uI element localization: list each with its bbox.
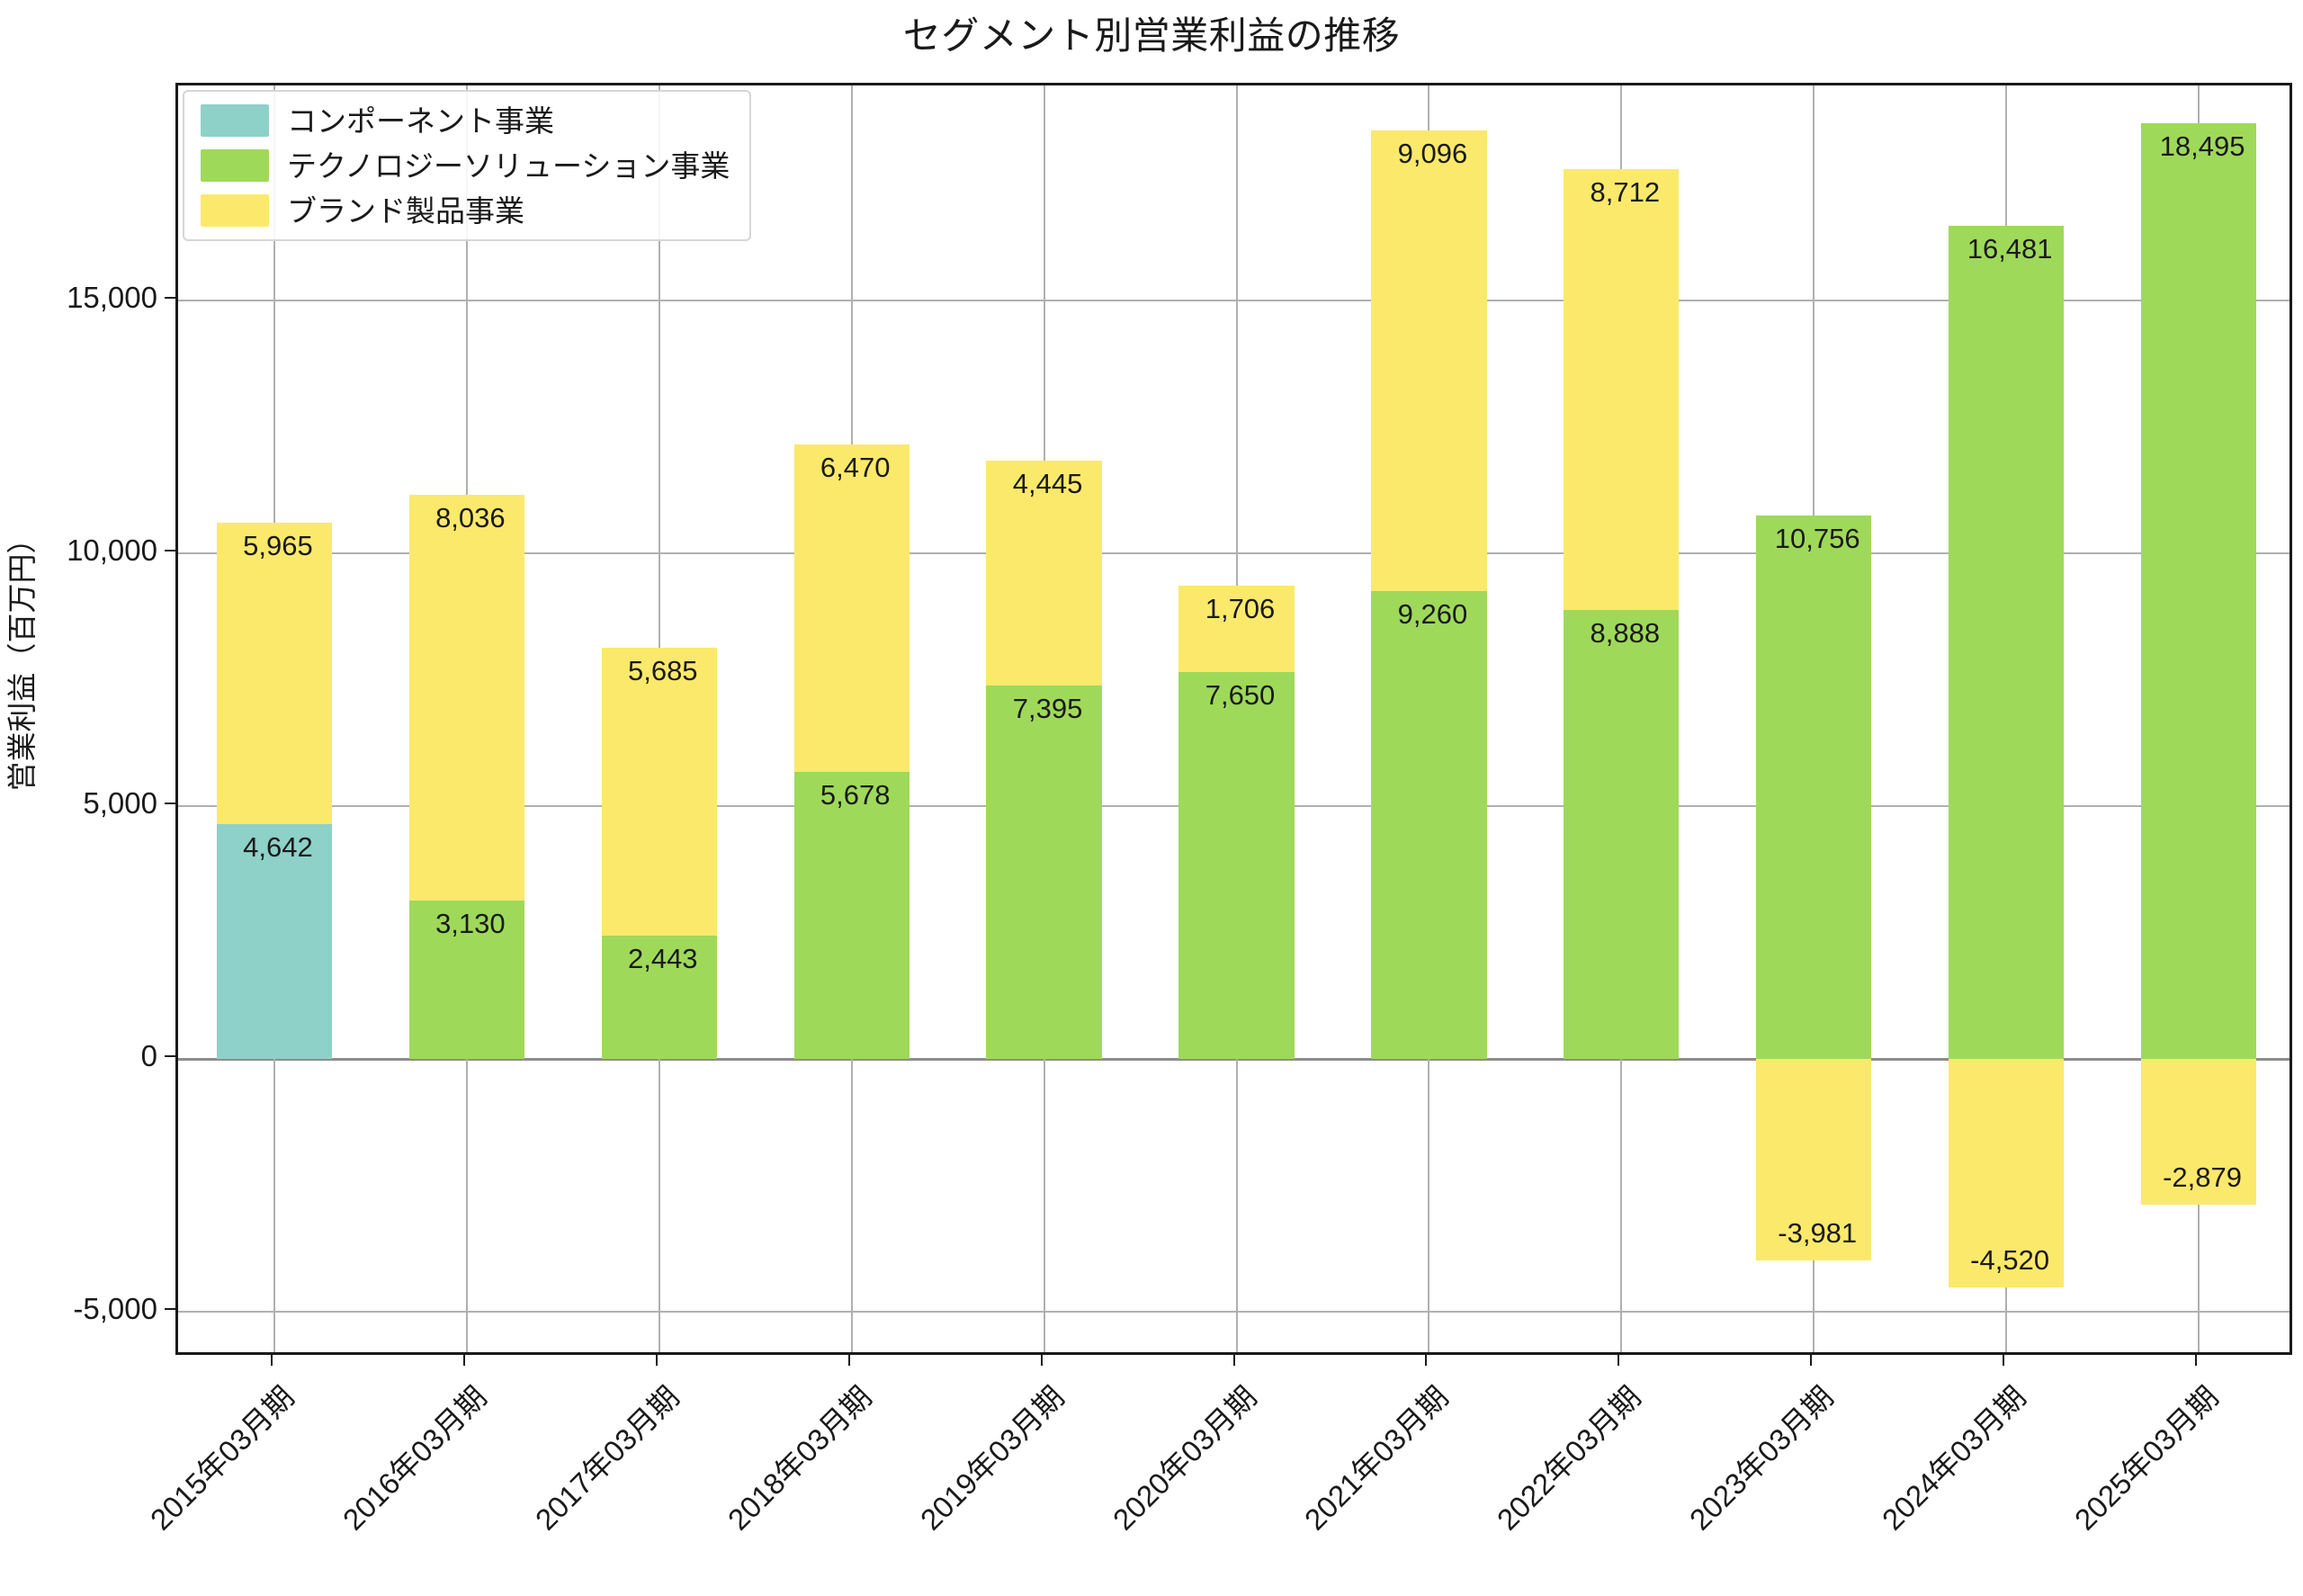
gridline-horizontal: [178, 552, 2290, 555]
x-axis-tick-label: 2022年03月期: [1491, 1379, 1648, 1537]
bar-value-label: 8,888: [1590, 616, 1661, 649]
bar-value-label: 5,678: [820, 779, 891, 811]
x-axis-tick-label: 2024年03月期: [1875, 1379, 2032, 1537]
gridline-horizontal: [178, 1311, 2290, 1314]
y-axis-tick-mark: [165, 1055, 175, 1058]
x-axis-tick-label: 2019年03月期: [913, 1379, 1071, 1537]
x-axis-tick-label: 2017年03月期: [528, 1379, 686, 1537]
bar-value-label: 10,756: [1774, 522, 1860, 554]
gridline-horizontal: [178, 1058, 2290, 1062]
bar-segment: [986, 685, 1102, 1060]
bar-segment: [1948, 225, 2065, 1060]
x-axis-tick-mark: [1617, 1355, 1620, 1366]
y-axis-tick-mark: [165, 296, 175, 299]
bar-value-label: 7,650: [1205, 679, 1276, 712]
x-axis-tick-label: 2025年03月期: [2067, 1379, 2225, 1537]
chart-legend: コンポーネント事業テクノロジーソリューション事業 ブランド製品事業: [183, 90, 752, 241]
x-axis-tick-mark: [847, 1355, 850, 1366]
plot-area: 4,642 5,965 3,130 8,036 2,443 5,685 5,678 6,470…: [175, 83, 2292, 1355]
bar-segment: [1564, 609, 1680, 1060]
bar-segment: [1371, 130, 1487, 591]
x-axis-tick-mark: [2003, 1355, 2005, 1366]
x-axis-tick-label: 2023年03月期: [1683, 1379, 1841, 1537]
x-axis-tick-mark: [1425, 1355, 1428, 1366]
bar-segment: [601, 935, 717, 1060]
y-axis-tick-mark: [165, 802, 175, 805]
y-axis-tick-label: 0: [140, 1039, 157, 1073]
bar-segment: [216, 824, 333, 1060]
bar-value-label: -3,981: [1778, 1217, 1858, 1250]
bar-value-label: 5,685: [627, 655, 698, 687]
y-axis-tick-label: 10,000: [67, 533, 157, 568]
bar-value-label: 9,260: [1397, 597, 1468, 630]
legend-color-swatch: [201, 149, 269, 182]
bar-segment: [1948, 1059, 2065, 1288]
x-axis-tick-mark: [462, 1355, 465, 1366]
plot-inner: 4,642 5,965 3,130 8,036 2,443 5,685 5,678 6,470…: [178, 85, 2290, 1352]
bar-value-label: 16,481: [1967, 232, 2053, 265]
x-axis-tick-mark: [1810, 1355, 1813, 1366]
x-axis-tick-label: 2021年03月期: [1298, 1379, 1456, 1537]
bar-segment: [1564, 168, 1680, 610]
x-axis-tick-mark: [1040, 1355, 1043, 1366]
legend-item[interactable]: ブランド製品事業: [201, 194, 730, 227]
legend-item-label: コンポーネント事業: [287, 103, 554, 138]
bar-segment: [216, 522, 333, 825]
chart-title: セグメント別営業利益の推移: [902, 14, 1401, 57]
x-axis-tick-mark: [655, 1355, 658, 1366]
bar-value-label: 8,712: [1590, 175, 1661, 208]
legend-item[interactable]: コンポーネント事業: [201, 104, 730, 137]
bar-segment: [793, 444, 910, 773]
y-axis-tick-mark: [165, 550, 175, 552]
bar-value-label: 6,470: [820, 452, 891, 484]
bar-segment: [1178, 672, 1295, 1060]
legend-item-label: テクノロジーソリューション事業: [287, 148, 730, 183]
x-axis-tick-label: 2015年03月期: [143, 1379, 300, 1537]
x-axis-tick-label: 2020年03月期: [1106, 1379, 1263, 1537]
legend-color-swatch: [201, 104, 269, 137]
bar-value-label: 1,706: [1205, 593, 1276, 625]
x-axis-tick-mark: [270, 1355, 273, 1366]
bar-value-label: 7,395: [1012, 692, 1083, 724]
bar-segment: [1178, 586, 1295, 673]
bar-segment: [408, 901, 525, 1060]
chart-container: セグメント別営業利益の推移 営業利益（百万円） -5,000 0 5,000 10,0…: [5, 0, 2292, 1537]
bar-segment: [408, 494, 525, 901]
legend-item[interactable]: テクノロジーソリューション事業: [201, 149, 730, 182]
bar-value-label: 5,965: [243, 529, 313, 561]
legend-item-label: ブランド製品事業: [287, 193, 524, 228]
bar-segment: [601, 648, 717, 936]
y-axis-tick-label: 15,000: [67, 280, 157, 314]
bar-value-label: 4,642: [243, 831, 313, 864]
y-axis-tick-mark: [165, 1308, 175, 1311]
y-axis-tick-label: -5,000: [73, 1292, 157, 1326]
bar-value-label: -2,879: [2163, 1161, 2242, 1194]
x-axis-tick-mark: [1232, 1355, 1235, 1366]
bar-value-label: 18,495: [2159, 130, 2245, 163]
y-axis-tick-label: 5,000: [83, 786, 157, 820]
gridline-horizontal: [178, 299, 2290, 301]
bar-segment: [1756, 1059, 1872, 1261]
bar-value-label: 8,036: [435, 501, 506, 533]
y-axis-label-wrapper: 営業利益（百万円）: [5, 0, 76, 1272]
bar-value-label: 3,130: [435, 908, 506, 940]
bar-segment: [986, 460, 1102, 686]
bar-value-label: 4,445: [1012, 467, 1083, 499]
bar-segment: [1371, 590, 1487, 1060]
bar-segment: [1756, 515, 1872, 1060]
bar-segment: [2140, 1059, 2257, 1206]
x-axis-tick-mark: [2195, 1355, 2198, 1366]
bar-segment: [2140, 123, 2257, 1060]
bar-value-label: -4,520: [1970, 1244, 2050, 1277]
bar-value-label: 2,443: [627, 942, 698, 974]
bar-value-label: 9,096: [1397, 138, 1468, 170]
bar-segment: [793, 772, 910, 1060]
x-axis-tick-label: 2016年03月期: [336, 1379, 493, 1537]
legend-color-swatch: [201, 194, 269, 227]
x-axis-tick-label: 2018年03月期: [721, 1379, 878, 1537]
